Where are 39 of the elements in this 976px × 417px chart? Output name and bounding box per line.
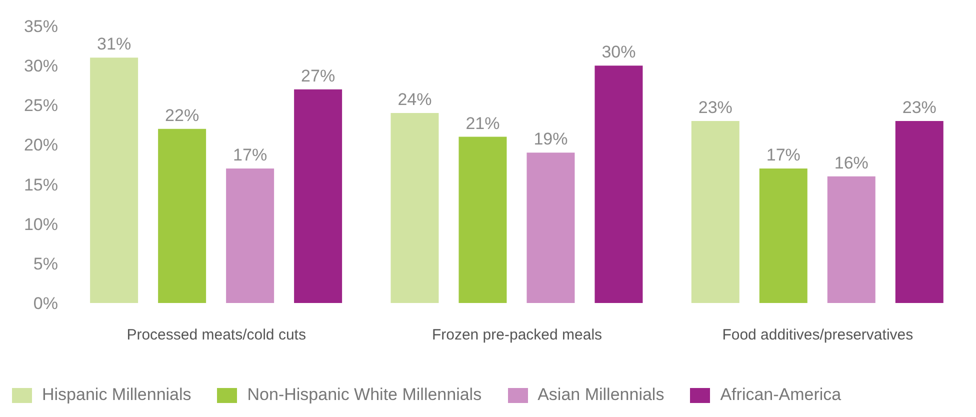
- y-tick-label: 10%: [24, 214, 58, 234]
- bar: [390, 113, 439, 303]
- bar: [594, 66, 643, 303]
- y-tick-label: 0%: [33, 294, 58, 314]
- legend-label: African-America: [720, 385, 842, 405]
- bar: [691, 120, 740, 303]
- legend-label: Asian Millennials: [538, 385, 664, 405]
- y-tick-label: 5%: [33, 254, 58, 274]
- y-tick-label: 25%: [24, 96, 58, 116]
- x-tick-label: Processed meats/cold cuts: [126, 326, 306, 344]
- bar: [158, 128, 206, 303]
- bar: [895, 120, 944, 303]
- bar: [759, 168, 808, 303]
- data-label: 23%: [698, 98, 732, 117]
- data-label: 23%: [902, 98, 936, 117]
- data-label: 21%: [466, 114, 500, 133]
- data-label: 27%: [301, 66, 336, 86]
- legend-label: Non-Hispanic White Millennials: [247, 385, 482, 405]
- data-label: 17%: [233, 145, 268, 164]
- data-label: 30%: [602, 42, 636, 62]
- bar: [90, 58, 138, 303]
- x-tick-label: Frozen pre-packed meals: [432, 326, 602, 344]
- data-label: 19%: [534, 130, 568, 149]
- y-tick-label: 35%: [24, 17, 58, 36]
- data-label: 22%: [165, 106, 200, 125]
- bar: [226, 168, 274, 303]
- x-tick-label: Food additives/preservatives: [722, 326, 914, 344]
- y-tick-label: 20%: [24, 136, 58, 155]
- bar: [294, 89, 342, 303]
- data-label: 31%: [97, 34, 132, 54]
- data-label: 17%: [766, 145, 800, 164]
- y-tick-label: 30%: [24, 56, 58, 76]
- data-label: 16%: [834, 153, 868, 172]
- y-tick-label: 15%: [24, 175, 58, 194]
- bar: [526, 152, 575, 303]
- data-label: 24%: [398, 90, 432, 110]
- bar: [827, 176, 876, 303]
- legend-label: Hispanic Millennials: [42, 385, 192, 405]
- bar: [458, 136, 507, 303]
